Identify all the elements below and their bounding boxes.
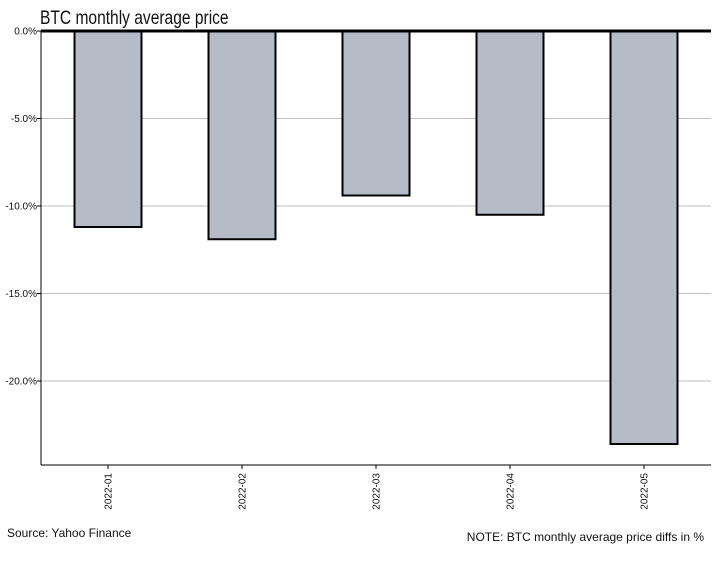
- footnote: NOTE: BTC monthly average price diffs in…: [467, 530, 705, 544]
- y-tick-label-2: -10.0%: [5, 202, 37, 213]
- bar-2022-03: [341, 30, 411, 197]
- bar-2022-02: [207, 30, 277, 241]
- x-tick-label-2022-05: 2022-05: [640, 473, 651, 510]
- y-tick-label-3: -15.0%: [5, 289, 37, 300]
- y-tick-label-1: -5.0%: [11, 114, 37, 125]
- bar-2022-05: [609, 30, 679, 445]
- bars: [73, 30, 679, 445]
- bar-2022-04: [475, 30, 545, 216]
- y-tick-label-4: -20.0%: [5, 377, 37, 388]
- x-tick-label-2022-02: 2022-02: [238, 473, 249, 510]
- source-note: Source: Yahoo Finance: [7, 526, 132, 540]
- y-tick-label-0: 0.0%: [14, 27, 37, 38]
- bar-2022-01: [73, 30, 143, 228]
- chart-title: BTC monthly average price: [40, 7, 229, 29]
- x-tick-labels: 2022-01 2022-02 2022-03 2022-04 2022-05: [104, 465, 651, 510]
- x-tick-label-2022-01: 2022-01: [104, 473, 115, 510]
- x-tick-label-2022-03: 2022-03: [372, 473, 383, 510]
- y-tick-labels: 0.0% -5.0% -10.0% -15.0% -20.0%: [5, 27, 41, 388]
- x-tick-label-2022-04: 2022-04: [506, 473, 517, 510]
